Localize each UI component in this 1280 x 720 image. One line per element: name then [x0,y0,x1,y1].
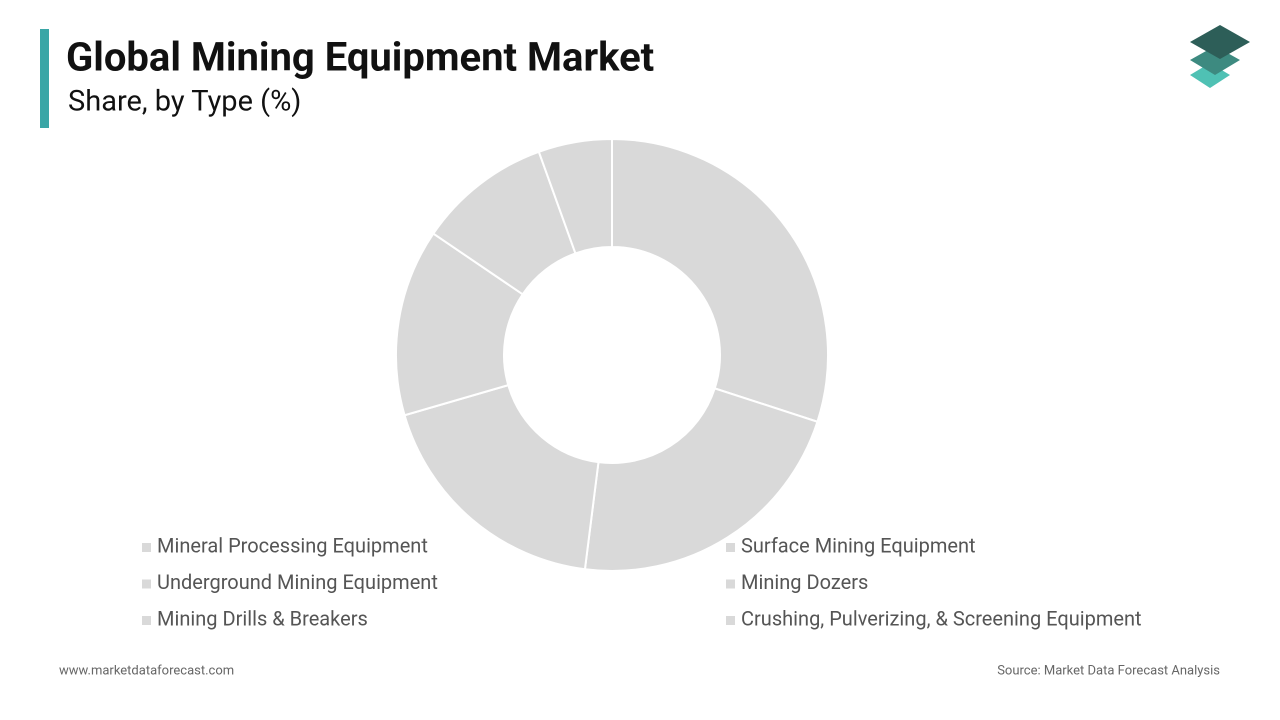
title-accent [40,29,49,128]
legend-label: Surface Mining Equipment [741,533,976,557]
legend-label: Underground Mining Equipment [157,570,438,594]
source: Source: Market Data Forecast Analysis [997,663,1220,678]
legend-swatch [142,579,151,589]
logo [1190,25,1250,88]
legend-label: Mineral Processing Equipment [157,533,428,557]
legend-swatch [142,616,151,625]
donut-slice [537,137,613,255]
donut-slice [583,387,819,572]
website: www.marketdataforecast.com [59,663,234,678]
donut-slice [403,383,600,571]
legend-swatch [726,579,735,589]
donut-slice [395,232,525,417]
legend-label: Mining Dozers [741,570,868,594]
donut-slice [611,137,829,424]
legend-swatch [726,616,735,625]
legend-swatch [726,543,735,552]
chart-subtitle: Share, by Type (%) [68,85,301,119]
legend-label: Crushing, Pulverizing, & Screening Equip… [741,606,1142,630]
chart-title: Global Mining Equipment Market [66,34,654,81]
legend-label: Mining Drills & Breakers [157,606,368,630]
legend-swatch [142,543,151,552]
